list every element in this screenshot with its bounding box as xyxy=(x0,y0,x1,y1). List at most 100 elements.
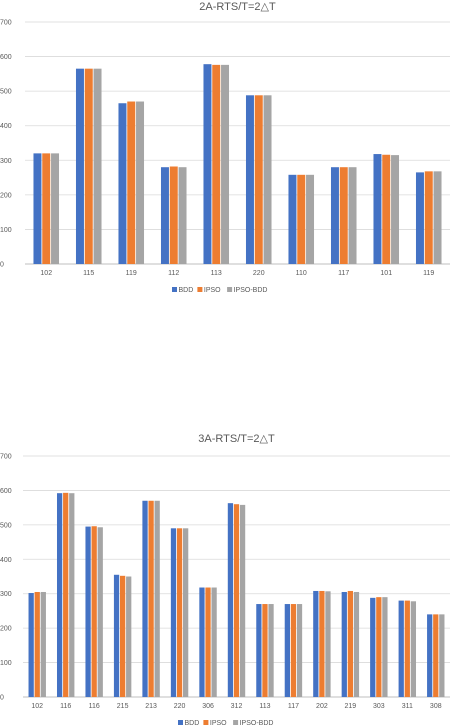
bar-ipso-bdd-115 xyxy=(93,68,102,265)
legend-label: IPSO xyxy=(210,720,227,726)
y-tick-label: 100 xyxy=(0,660,12,667)
bar-ipso-bdd-110 xyxy=(306,174,315,264)
bar-bdd-119 xyxy=(118,103,127,264)
y-tick-label: 0 xyxy=(0,262,4,269)
x-tick-label: 303 xyxy=(373,703,385,710)
legend-swatch-ipso xyxy=(203,720,209,725)
x-tick-label: 306 xyxy=(202,703,214,710)
bar-ipso-bdd-202 xyxy=(325,591,331,697)
y-tick-label: 600 xyxy=(0,54,12,61)
bar-bdd-116 xyxy=(56,493,63,697)
x-tick-label: 215 xyxy=(117,703,129,710)
x-tick-label: 113 xyxy=(259,703,270,710)
bar-ipso-306 xyxy=(205,587,211,697)
bar-ipso-102 xyxy=(34,591,40,697)
bar-bdd-220 xyxy=(170,528,177,697)
x-tick-label: 213 xyxy=(145,703,157,710)
bar-ipso-bdd-215 xyxy=(126,576,132,697)
bar-ipso-bdd-117 xyxy=(348,167,357,264)
bar-bdd-119 xyxy=(415,172,424,264)
legend-swatch-bdd xyxy=(178,720,183,725)
bar-ipso-bdd-213 xyxy=(154,500,160,697)
legend-label: IPSO-BDD xyxy=(240,720,274,726)
bar-ipso-215 xyxy=(119,575,126,697)
legend-label: IPSO xyxy=(204,287,221,294)
legend-swatch-bdd xyxy=(172,287,177,292)
y-tick-label: 200 xyxy=(0,192,12,199)
chart-2a-rts: 2A-RTS/T=2△T 0 100 200 300 400 500 600 700 102 115… xyxy=(0,0,452,330)
x-tick-label: 116 xyxy=(89,703,100,710)
x-tick-label: 117 xyxy=(288,703,299,710)
y-tick-label: 400 xyxy=(0,557,12,564)
bar-ipso-116 xyxy=(63,492,69,697)
bar-bdd-303 xyxy=(370,597,376,697)
y-tick-label: 400 xyxy=(0,123,12,130)
legend-swatch-ipso-bdd xyxy=(233,720,239,725)
y-tick-label: 200 xyxy=(0,626,12,633)
y-tick-label: 500 xyxy=(0,522,12,529)
bar-ipso-bdd-113 xyxy=(268,604,274,697)
bar-ipso-bdd-312 xyxy=(239,504,246,697)
legend-swatch-ipso xyxy=(197,287,203,292)
x-tick-label: 311 xyxy=(402,703,413,710)
x-tick-label: 110 xyxy=(296,270,307,277)
y-tick-label: 700 xyxy=(0,454,12,461)
chart-title: 3A-RTS/T=2△T xyxy=(198,433,275,445)
x-tick-label: 220 xyxy=(174,703,186,710)
bar-ipso-bdd-116 xyxy=(69,493,75,697)
bar-bdd-101 xyxy=(373,154,382,264)
bar-ipso-112 xyxy=(169,166,178,264)
bar-ipso-220 xyxy=(254,95,263,264)
y-tick-label: 0 xyxy=(0,695,4,702)
x-tick-label: 119 xyxy=(126,270,137,277)
bar-bdd-306 xyxy=(199,587,205,697)
bar-ipso-119 xyxy=(127,101,136,264)
bar-bdd-312 xyxy=(227,503,234,697)
bar-ipso-101 xyxy=(382,154,391,264)
bar-ipso-312 xyxy=(233,504,240,697)
x-tick-label: 312 xyxy=(231,703,243,710)
bar-bdd-220 xyxy=(245,95,254,264)
bar-ipso-bdd-220 xyxy=(183,528,189,697)
bar-ipso-bdd-117 xyxy=(296,604,303,697)
x-tick-label: 119 xyxy=(423,270,434,277)
bar-ipso-bdd-119 xyxy=(433,171,442,264)
legend-label: IPSO-BDD xyxy=(234,287,268,294)
bar-ipso-bdd-102 xyxy=(51,153,60,264)
bar-ipso-115 xyxy=(84,68,93,265)
y-tick-label: 700 xyxy=(0,20,12,27)
bar-ipso-bdd-116 xyxy=(97,527,103,697)
bar-bdd-110 xyxy=(288,174,297,264)
chart-title: 2A-RTS/T=2△T xyxy=(199,1,276,13)
x-tick-label: 219 xyxy=(345,703,357,710)
legend-label: BDD xyxy=(185,720,200,726)
bar-bdd-311 xyxy=(398,600,404,697)
bar-bdd-308 xyxy=(427,614,433,697)
bar-bdd-202 xyxy=(313,590,319,697)
x-tick-label: 308 xyxy=(430,703,442,710)
x-tick-label: 202 xyxy=(316,703,328,710)
x-tick-label: 101 xyxy=(380,270,392,277)
bar-ipso-bdd-101 xyxy=(391,155,400,264)
bar-bdd-102 xyxy=(33,153,42,264)
bar-ipso-213 xyxy=(148,500,154,697)
bar-ipso-bdd-308 xyxy=(439,614,445,697)
chart-3a-rts-svg: 3A-RTS/T=2△T 0 100 200 300 400 500 600 700 102 116… xyxy=(0,433,450,726)
bar-ipso-116 xyxy=(91,526,97,697)
bar-ipso-bdd-220 xyxy=(263,95,272,264)
bar-bdd-102 xyxy=(28,593,34,697)
bar-ipso-117 xyxy=(339,167,348,264)
bar-ipso-219 xyxy=(347,590,354,697)
y-tick-label: 600 xyxy=(0,488,12,495)
bar-ipso-102 xyxy=(42,153,51,264)
bar-ipso-117 xyxy=(290,604,297,697)
bar-ipso-bdd-219 xyxy=(353,591,360,697)
x-tick-label: 113 xyxy=(211,270,222,277)
bar-ipso-bdd-119 xyxy=(136,101,145,264)
bar-ipso-110 xyxy=(297,174,306,264)
x-tick-label: 102 xyxy=(40,270,52,277)
y-tick-label: 300 xyxy=(0,591,12,598)
x-tick-label: 117 xyxy=(338,270,349,277)
chart-2a-rts-svg: 2A-RTS/T=2△T 0 100 200 300 400 500 600 700 102 115… xyxy=(0,1,450,294)
bar-bdd-213 xyxy=(142,500,148,697)
